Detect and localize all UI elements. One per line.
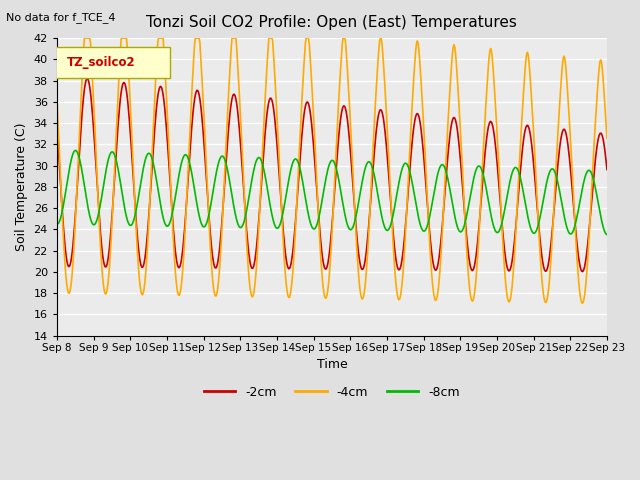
X-axis label: Time: Time [317, 358, 348, 371]
Text: TZ_soilco2: TZ_soilco2 [67, 56, 136, 69]
Legend: -2cm, -4cm, -8cm: -2cm, -4cm, -8cm [199, 381, 465, 404]
-2cm [205, 215, 213, 221]
Line: -4cm: -4cm [57, 38, 607, 303]
-4cm [176, 290, 184, 296]
-8cm [53, 221, 61, 227]
-8cm [120, 203, 128, 208]
-8cm [415, 219, 423, 225]
-8cm [71, 147, 79, 153]
-4cm [53, 93, 61, 99]
-8cm [603, 232, 611, 238]
Line: -8cm: -8cm [57, 150, 607, 235]
-8cm [205, 211, 213, 216]
-4cm [63, 282, 70, 288]
-2cm [84, 76, 92, 82]
-2cm [53, 122, 61, 128]
Title: Tonzi Soil CO2 Profile: Open (East) Temperatures: Tonzi Soil CO2 Profile: Open (East) Temp… [147, 15, 517, 30]
-4cm [399, 264, 407, 270]
Y-axis label: Soil Temperature (C): Soil Temperature (C) [15, 122, 28, 251]
-8cm [176, 167, 184, 172]
-2cm [415, 116, 423, 122]
-2cm [399, 245, 407, 251]
-2cm [176, 264, 184, 269]
-4cm [415, 55, 423, 60]
-2cm [603, 167, 611, 172]
-8cm [63, 181, 70, 187]
-4cm [205, 221, 213, 227]
-2cm [63, 257, 70, 263]
-4cm [120, 35, 128, 41]
-2cm [120, 80, 128, 85]
Line: -2cm: -2cm [57, 79, 607, 272]
-4cm [579, 300, 586, 306]
Text: No data for f_TCE_4: No data for f_TCE_4 [6, 12, 116, 23]
-8cm [399, 163, 407, 168]
-4cm [81, 35, 88, 41]
-4cm [603, 135, 611, 141]
-2cm [579, 269, 586, 275]
FancyBboxPatch shape [54, 47, 170, 78]
